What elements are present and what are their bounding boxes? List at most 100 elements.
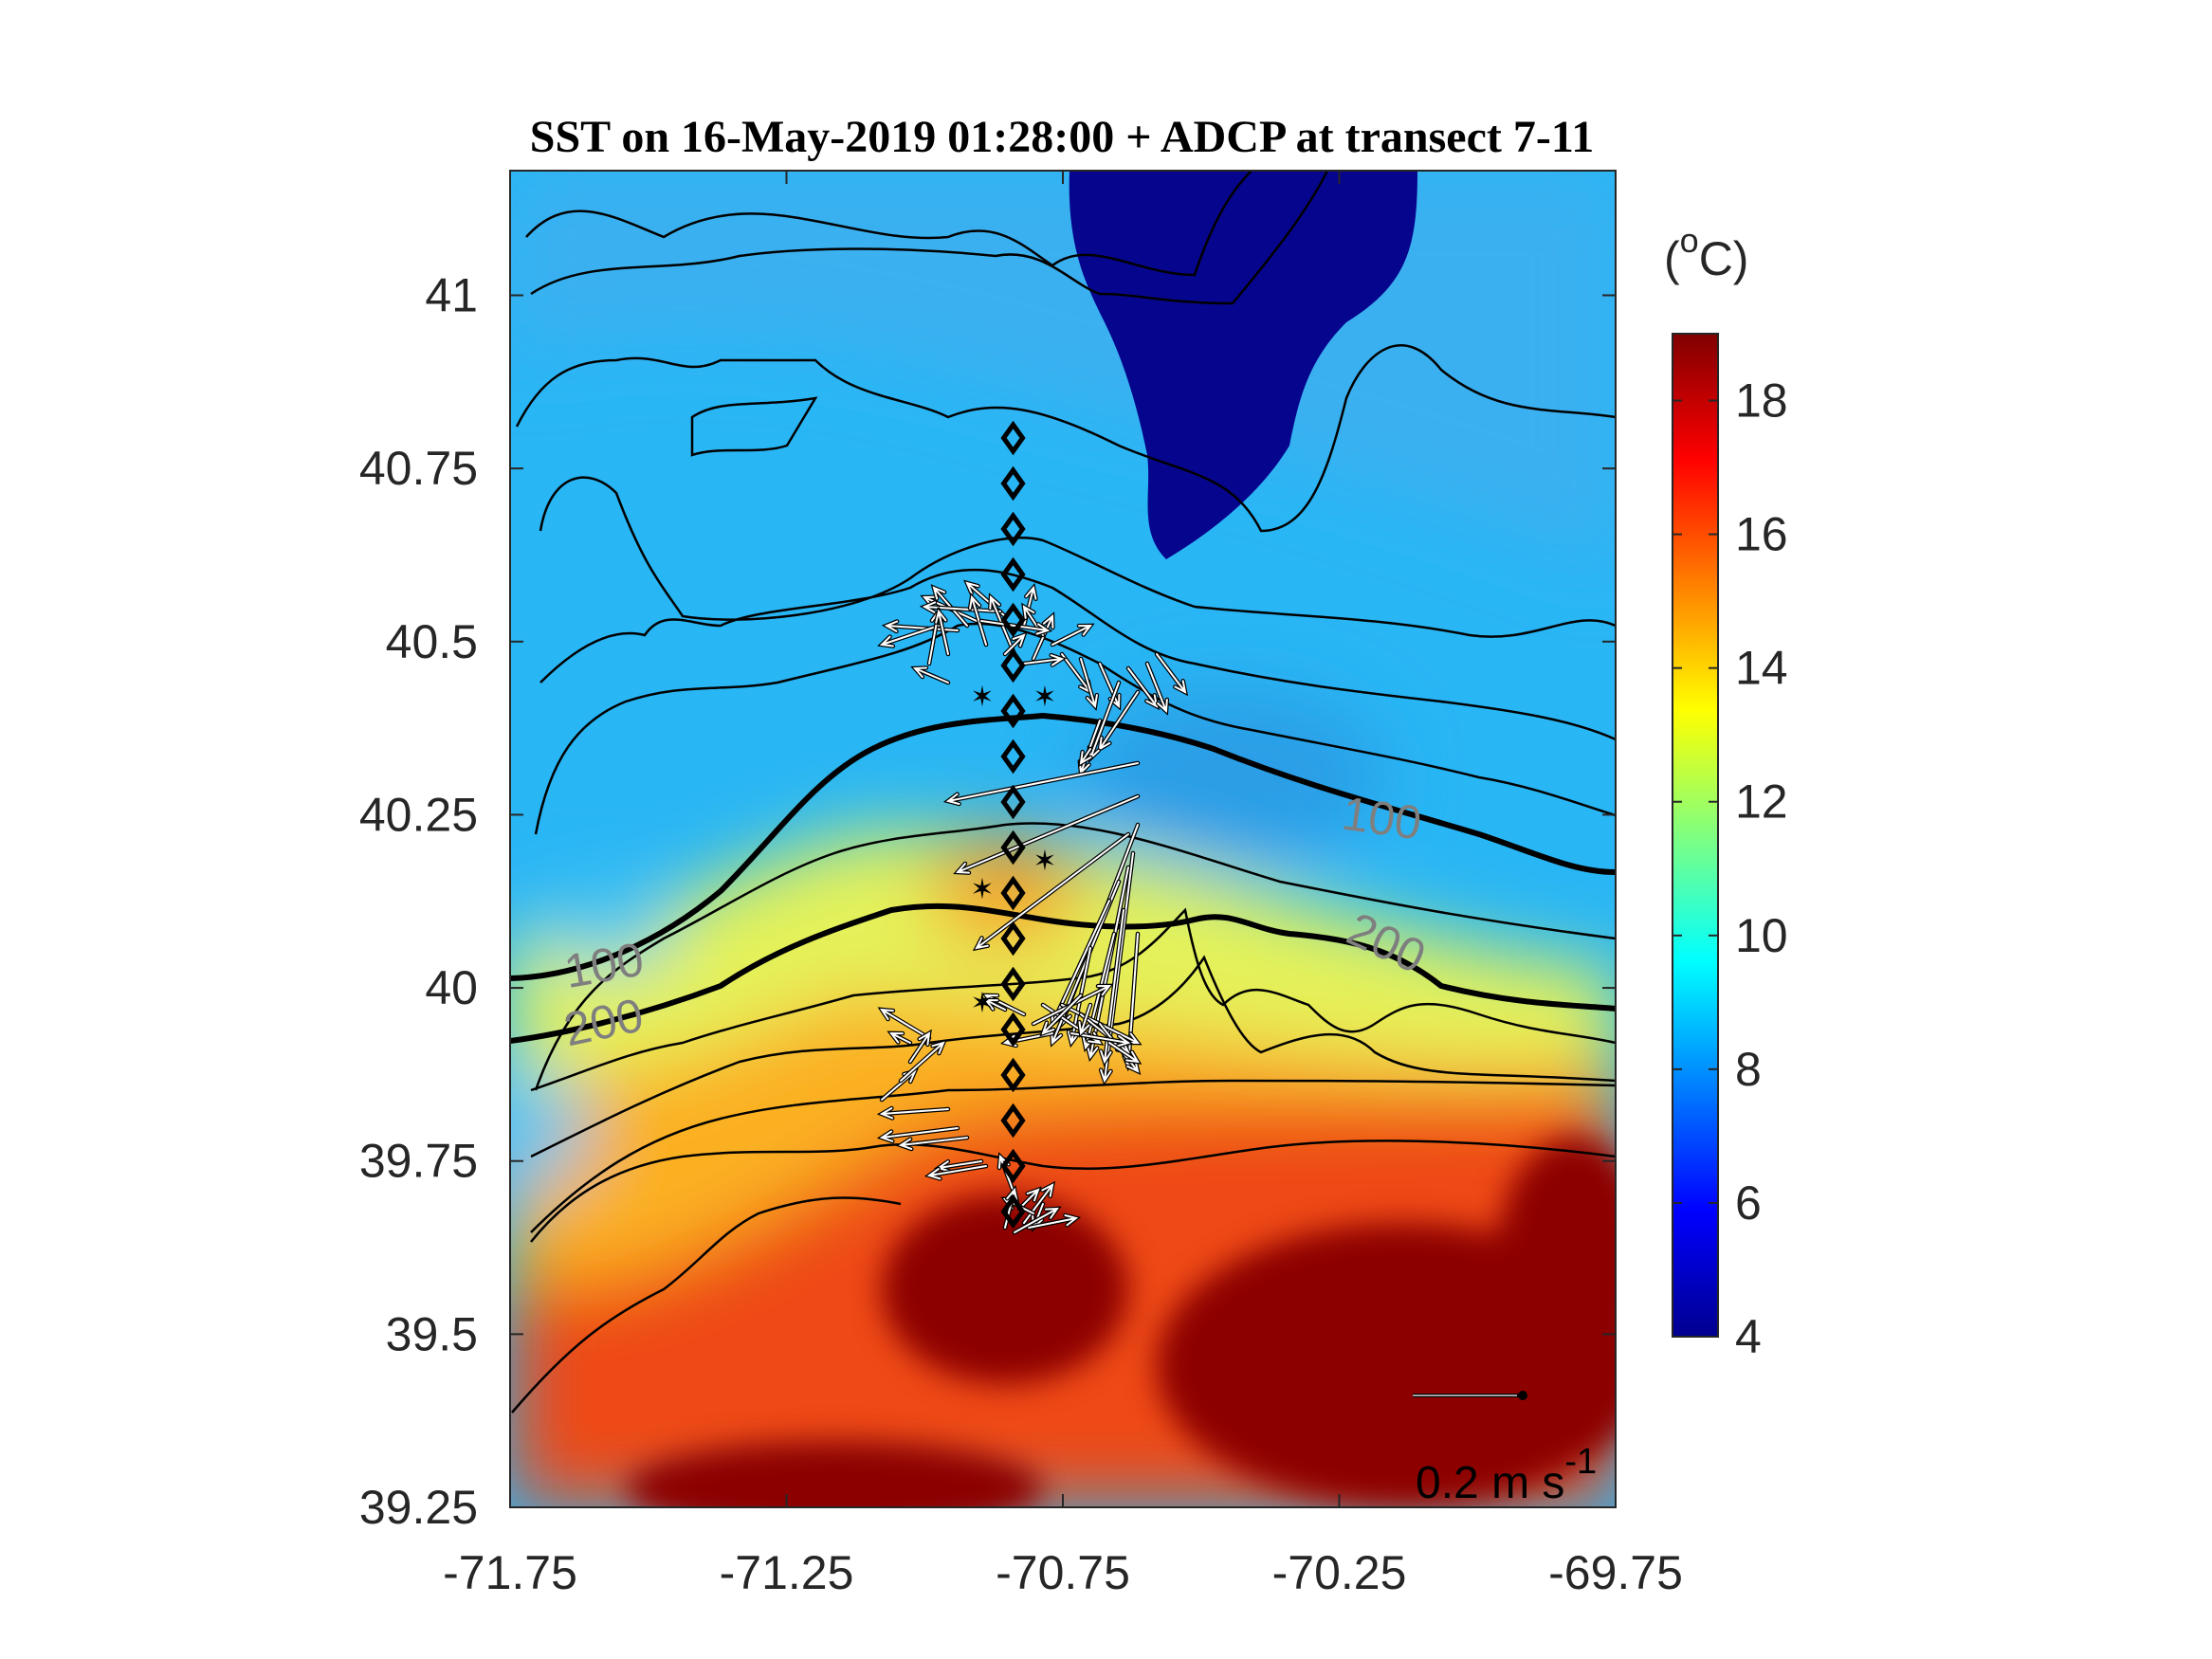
y-tick-label: 39.5	[386, 1307, 478, 1360]
current-vector	[900, 1041, 945, 1082]
x-tick-label: -70.25	[1272, 1546, 1407, 1599]
current-vector	[1156, 653, 1187, 694]
scale-sup: -1	[1564, 1442, 1597, 1482]
current-vector	[1033, 613, 1054, 660]
station-marker	[1000, 830, 1026, 866]
x-tick-label: -71.25	[720, 1546, 854, 1599]
current-vector	[879, 625, 940, 647]
station-marker	[1000, 921, 1026, 957]
current-vector	[1041, 994, 1082, 1035]
colorbar-unit: (oC)	[1664, 221, 1748, 285]
ctd-stations: ✶ ✶ ✶ ✶ ✶	[970, 420, 1057, 1230]
y-tick-label: 41	[425, 269, 478, 322]
chart-title: SST on 16-May-2019 01:28:00 + ADCP at tr…	[530, 112, 1594, 162]
unit-sup: o	[1680, 221, 1699, 260]
isobath-label-100-east: 100	[1339, 787, 1424, 850]
station-star: ✶	[970, 987, 994, 1020]
y-tick-label: 39.25	[359, 1481, 478, 1534]
current-vector	[888, 1031, 911, 1044]
station-star: ✶	[1033, 681, 1056, 714]
station-marker	[1000, 738, 1026, 775]
current-vector	[1108, 1042, 1140, 1064]
y-tick-label: 40.25	[359, 788, 478, 841]
current-vector	[898, 1137, 968, 1150]
x-tick-label: -71.75	[443, 1546, 577, 1599]
station-marker	[1000, 1012, 1026, 1048]
y-axis: 39.25 39.5 39.75 40 40.25 40.5 40.75 41	[359, 269, 1616, 1534]
station-star: ✶	[970, 873, 994, 906]
current-vector	[879, 1127, 959, 1142]
station-marker	[1000, 602, 1026, 638]
current-vector	[955, 795, 1139, 874]
station-marker	[1000, 1057, 1026, 1093]
unit-prefix: (	[1664, 232, 1680, 285]
colorbar-tick-label: 6	[1735, 1176, 1762, 1230]
current-vector	[1080, 658, 1098, 709]
current-vector	[1051, 624, 1093, 646]
colorbar-gradient	[1672, 333, 1719, 1338]
adcp-vectors	[876, 579, 1189, 1235]
current-vector	[1079, 748, 1092, 765]
y-tick-label: 40.5	[386, 615, 478, 668]
station-marker	[1000, 647, 1026, 684]
station-marker	[1000, 556, 1026, 592]
station-marker	[1000, 420, 1026, 456]
scale-text: 0.2 m s	[1416, 1458, 1564, 1508]
station-marker	[1000, 693, 1026, 729]
station-marker	[1000, 465, 1026, 501]
current-vector	[1023, 1183, 1054, 1224]
x-tick-label: -70.75	[996, 1546, 1130, 1599]
colorbar-tick-label: 4	[1735, 1310, 1762, 1363]
current-vector	[969, 594, 987, 646]
station-star: ✶	[970, 681, 994, 714]
sst-warm-core	[626, 1138, 1616, 1507]
current-vector	[1004, 633, 1026, 655]
current-vector	[1014, 1207, 1060, 1233]
current-vector	[935, 609, 949, 655]
current-vector	[1146, 663, 1168, 714]
current-vector	[983, 998, 1006, 1011]
station-marker	[1000, 511, 1026, 547]
scale-label: 0.2 m s-1	[1416, 1442, 1597, 1508]
isobath-100	[510, 712, 1616, 981]
station-marker	[1000, 875, 1026, 911]
scale-arrow	[1413, 1391, 1527, 1400]
sst-field	[510, 171, 1616, 1507]
current-vector	[926, 1165, 987, 1180]
x-axis: -71.75 -71.25 -70.75 -70.25 -69.75	[443, 171, 1683, 1599]
colorbar-ticks: 4 6 8 10 12 14 16 18	[1673, 374, 1788, 1363]
station-marker	[1000, 1194, 1026, 1230]
colorbar: 4 6 8 10 12 14 16 18 (oC)	[1664, 221, 1788, 1363]
current-vector	[922, 601, 1001, 613]
colorbar-tick-label: 12	[1735, 775, 1788, 829]
colorbar-tick-label: 8	[1735, 1043, 1762, 1096]
colorbar-tick-label: 10	[1735, 909, 1788, 962]
current-vector	[1023, 654, 1065, 666]
current-vector	[1078, 1004, 1091, 1036]
cold-water-region	[1069, 171, 1417, 559]
current-vector	[975, 833, 1129, 950]
current-vector	[880, 1008, 930, 1039]
current-vector	[884, 620, 959, 632]
colorbar-tick-label: 18	[1735, 374, 1788, 428]
current-vector	[1127, 667, 1159, 708]
current-vector	[879, 1107, 949, 1120]
x-tick-label: -69.75	[1548, 1546, 1683, 1599]
isobath-200	[510, 902, 1616, 1044]
station-marker	[1000, 966, 1026, 1002]
current-vector	[912, 666, 949, 684]
current-vector	[909, 1031, 931, 1063]
y-tick-label: 39.75	[359, 1135, 478, 1188]
y-tick-label: 40.75	[359, 442, 478, 495]
station-marker	[1000, 784, 1026, 820]
colorbar-tick-label: 14	[1735, 642, 1788, 695]
sst-contours	[511, 171, 1616, 1413]
isobaths	[510, 712, 1616, 1044]
station-marker	[1000, 1103, 1026, 1139]
station-star: ✶	[1033, 845, 1056, 878]
unit-suffix: C)	[1699, 232, 1749, 285]
current-vector	[980, 620, 1051, 635]
colorbar-tick-label: 16	[1735, 508, 1788, 561]
station-marker	[1000, 1148, 1026, 1184]
